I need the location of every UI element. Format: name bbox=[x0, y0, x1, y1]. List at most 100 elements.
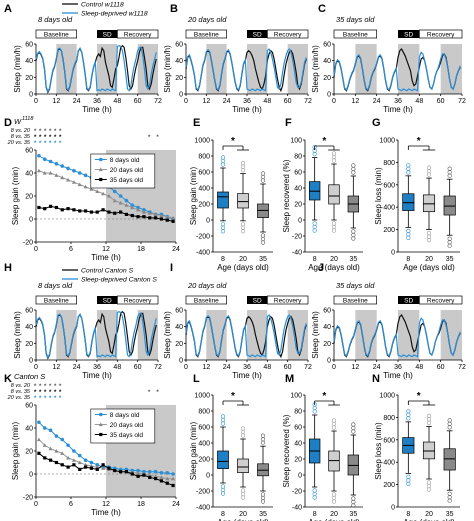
sd-label: SD bbox=[253, 31, 262, 38]
sd-bar bbox=[97, 30, 118, 38]
x-tick-label: 24 bbox=[172, 246, 180, 253]
box-outlier bbox=[312, 152, 317, 157]
significance-star: * bbox=[49, 135, 52, 141]
recovery-label: Recovery bbox=[427, 297, 455, 304]
y-tick-label: 800 bbox=[383, 415, 395, 422]
y-axis-label: Sleep gain (min) bbox=[11, 422, 20, 481]
box-outlier bbox=[447, 498, 452, 503]
box-outlier bbox=[260, 178, 266, 183]
x-tick-label: 8 bbox=[313, 256, 317, 263]
gain-point bbox=[37, 420, 41, 425]
gain-point bbox=[101, 191, 106, 196]
box-outlier bbox=[406, 232, 411, 237]
gain-point bbox=[142, 215, 146, 219]
x-tick-label: 8 bbox=[221, 511, 225, 518]
box-outlier bbox=[312, 495, 317, 500]
y-tick-label: 400 bbox=[198, 441, 210, 448]
gain-point bbox=[95, 189, 100, 193]
comparison-label: 8 vs. 35 bbox=[11, 134, 31, 140]
y-tick-label: 20 bbox=[25, 75, 33, 82]
x-axis-label: Time (h) bbox=[383, 371, 413, 380]
sd-bar bbox=[97, 296, 118, 304]
significance-star: * bbox=[59, 396, 62, 402]
y-tick-label: 20 bbox=[25, 194, 33, 201]
x-tick-label: 0 bbox=[34, 364, 38, 371]
x-axis-label: Time (h) bbox=[82, 371, 112, 380]
gain-point bbox=[101, 463, 105, 467]
significance-star: * bbox=[34, 396, 37, 402]
box-outlier bbox=[240, 229, 246, 234]
significance-star: * bbox=[49, 396, 52, 402]
gain-point bbox=[71, 180, 76, 184]
y-tick-label: -20 bbox=[23, 495, 33, 502]
legend-age-label: 8 days old bbox=[110, 157, 140, 164]
gain-point bbox=[147, 469, 152, 474]
dark-period-shade bbox=[398, 310, 420, 360]
gain-point bbox=[60, 437, 65, 442]
y-tick-label: 40 bbox=[294, 441, 302, 448]
gain-point bbox=[124, 198, 129, 203]
x-tick-label: 18 bbox=[137, 246, 145, 253]
box-outlier bbox=[426, 480, 432, 485]
significance-star: * bbox=[34, 390, 37, 396]
baseline-bar bbox=[35, 295, 78, 305]
box-outlier bbox=[447, 240, 452, 245]
gain-point bbox=[48, 458, 53, 462]
panel-letter-D: D bbox=[4, 117, 12, 129]
gain-point bbox=[95, 210, 99, 214]
gain-point bbox=[60, 463, 64, 467]
significance-star: * bbox=[44, 390, 47, 396]
box-outlier bbox=[312, 224, 317, 230]
gain-point bbox=[153, 212, 158, 216]
box-outlier bbox=[260, 240, 266, 245]
y-tick-label: 800 bbox=[383, 160, 395, 167]
x-axis-label: Age (days old) bbox=[217, 263, 269, 272]
x-axis-label: Age (days old) bbox=[308, 263, 360, 272]
y-axis-label: Sleep (min/h) bbox=[13, 311, 22, 359]
x-axis-label: Age (days old) bbox=[403, 518, 455, 521]
x-tick-label: 12 bbox=[202, 98, 210, 105]
x-axis-label: Age (days old) bbox=[403, 263, 455, 272]
recovery-bar bbox=[418, 29, 463, 39]
box-outlier bbox=[312, 221, 317, 226]
box-outlier bbox=[331, 228, 337, 233]
x-tick-label: 12 bbox=[52, 364, 60, 371]
gain-point bbox=[130, 213, 134, 218]
box-outlier bbox=[240, 426, 246, 431]
box-outlier bbox=[331, 492, 337, 497]
legend-deprived-label: Sleep-deprived w1118 bbox=[81, 11, 148, 18]
x-tick-label: 48 bbox=[113, 364, 121, 371]
gain-point bbox=[60, 175, 65, 180]
x-axis-label: Age (days old) bbox=[217, 518, 269, 521]
baseline-label: Baseline bbox=[194, 297, 219, 304]
gain-point bbox=[48, 171, 53, 175]
box-outlier bbox=[331, 495, 337, 501]
box-outlier bbox=[220, 155, 226, 160]
significance-star: * bbox=[34, 135, 37, 141]
gain-point bbox=[136, 207, 141, 212]
panel-header-B: 20 days old bbox=[187, 15, 227, 24]
recovery-bar bbox=[266, 295, 309, 305]
y-axis-label: Sleep gain (min) bbox=[189, 422, 198, 481]
legend-marker bbox=[99, 432, 103, 437]
box-outlier bbox=[426, 172, 432, 177]
significance-star: * bbox=[417, 136, 421, 147]
y-axis-label: Sleep (min/h) bbox=[163, 311, 172, 359]
y-axis-label: Sleep (min/h) bbox=[311, 45, 320, 93]
significance-star: * bbox=[44, 135, 47, 141]
x-tick-label: 12 bbox=[102, 501, 110, 508]
gain-point bbox=[48, 204, 53, 208]
legend-control-label: Control Canton S bbox=[81, 268, 134, 275]
x-tick-label: 60 bbox=[437, 98, 445, 105]
box-outlier bbox=[220, 229, 226, 234]
gain-point bbox=[124, 203, 129, 207]
x-tick-label: 0 bbox=[332, 98, 336, 105]
dark-period-shade bbox=[355, 44, 377, 94]
box-outlier bbox=[331, 154, 337, 160]
x-tick-label: 20 bbox=[239, 256, 247, 263]
sd-label: SD bbox=[404, 31, 413, 38]
x-tick-label: 8 bbox=[406, 256, 410, 263]
gain-point bbox=[60, 208, 64, 212]
box-outlier bbox=[406, 163, 411, 168]
box-outlier bbox=[351, 503, 356, 508]
